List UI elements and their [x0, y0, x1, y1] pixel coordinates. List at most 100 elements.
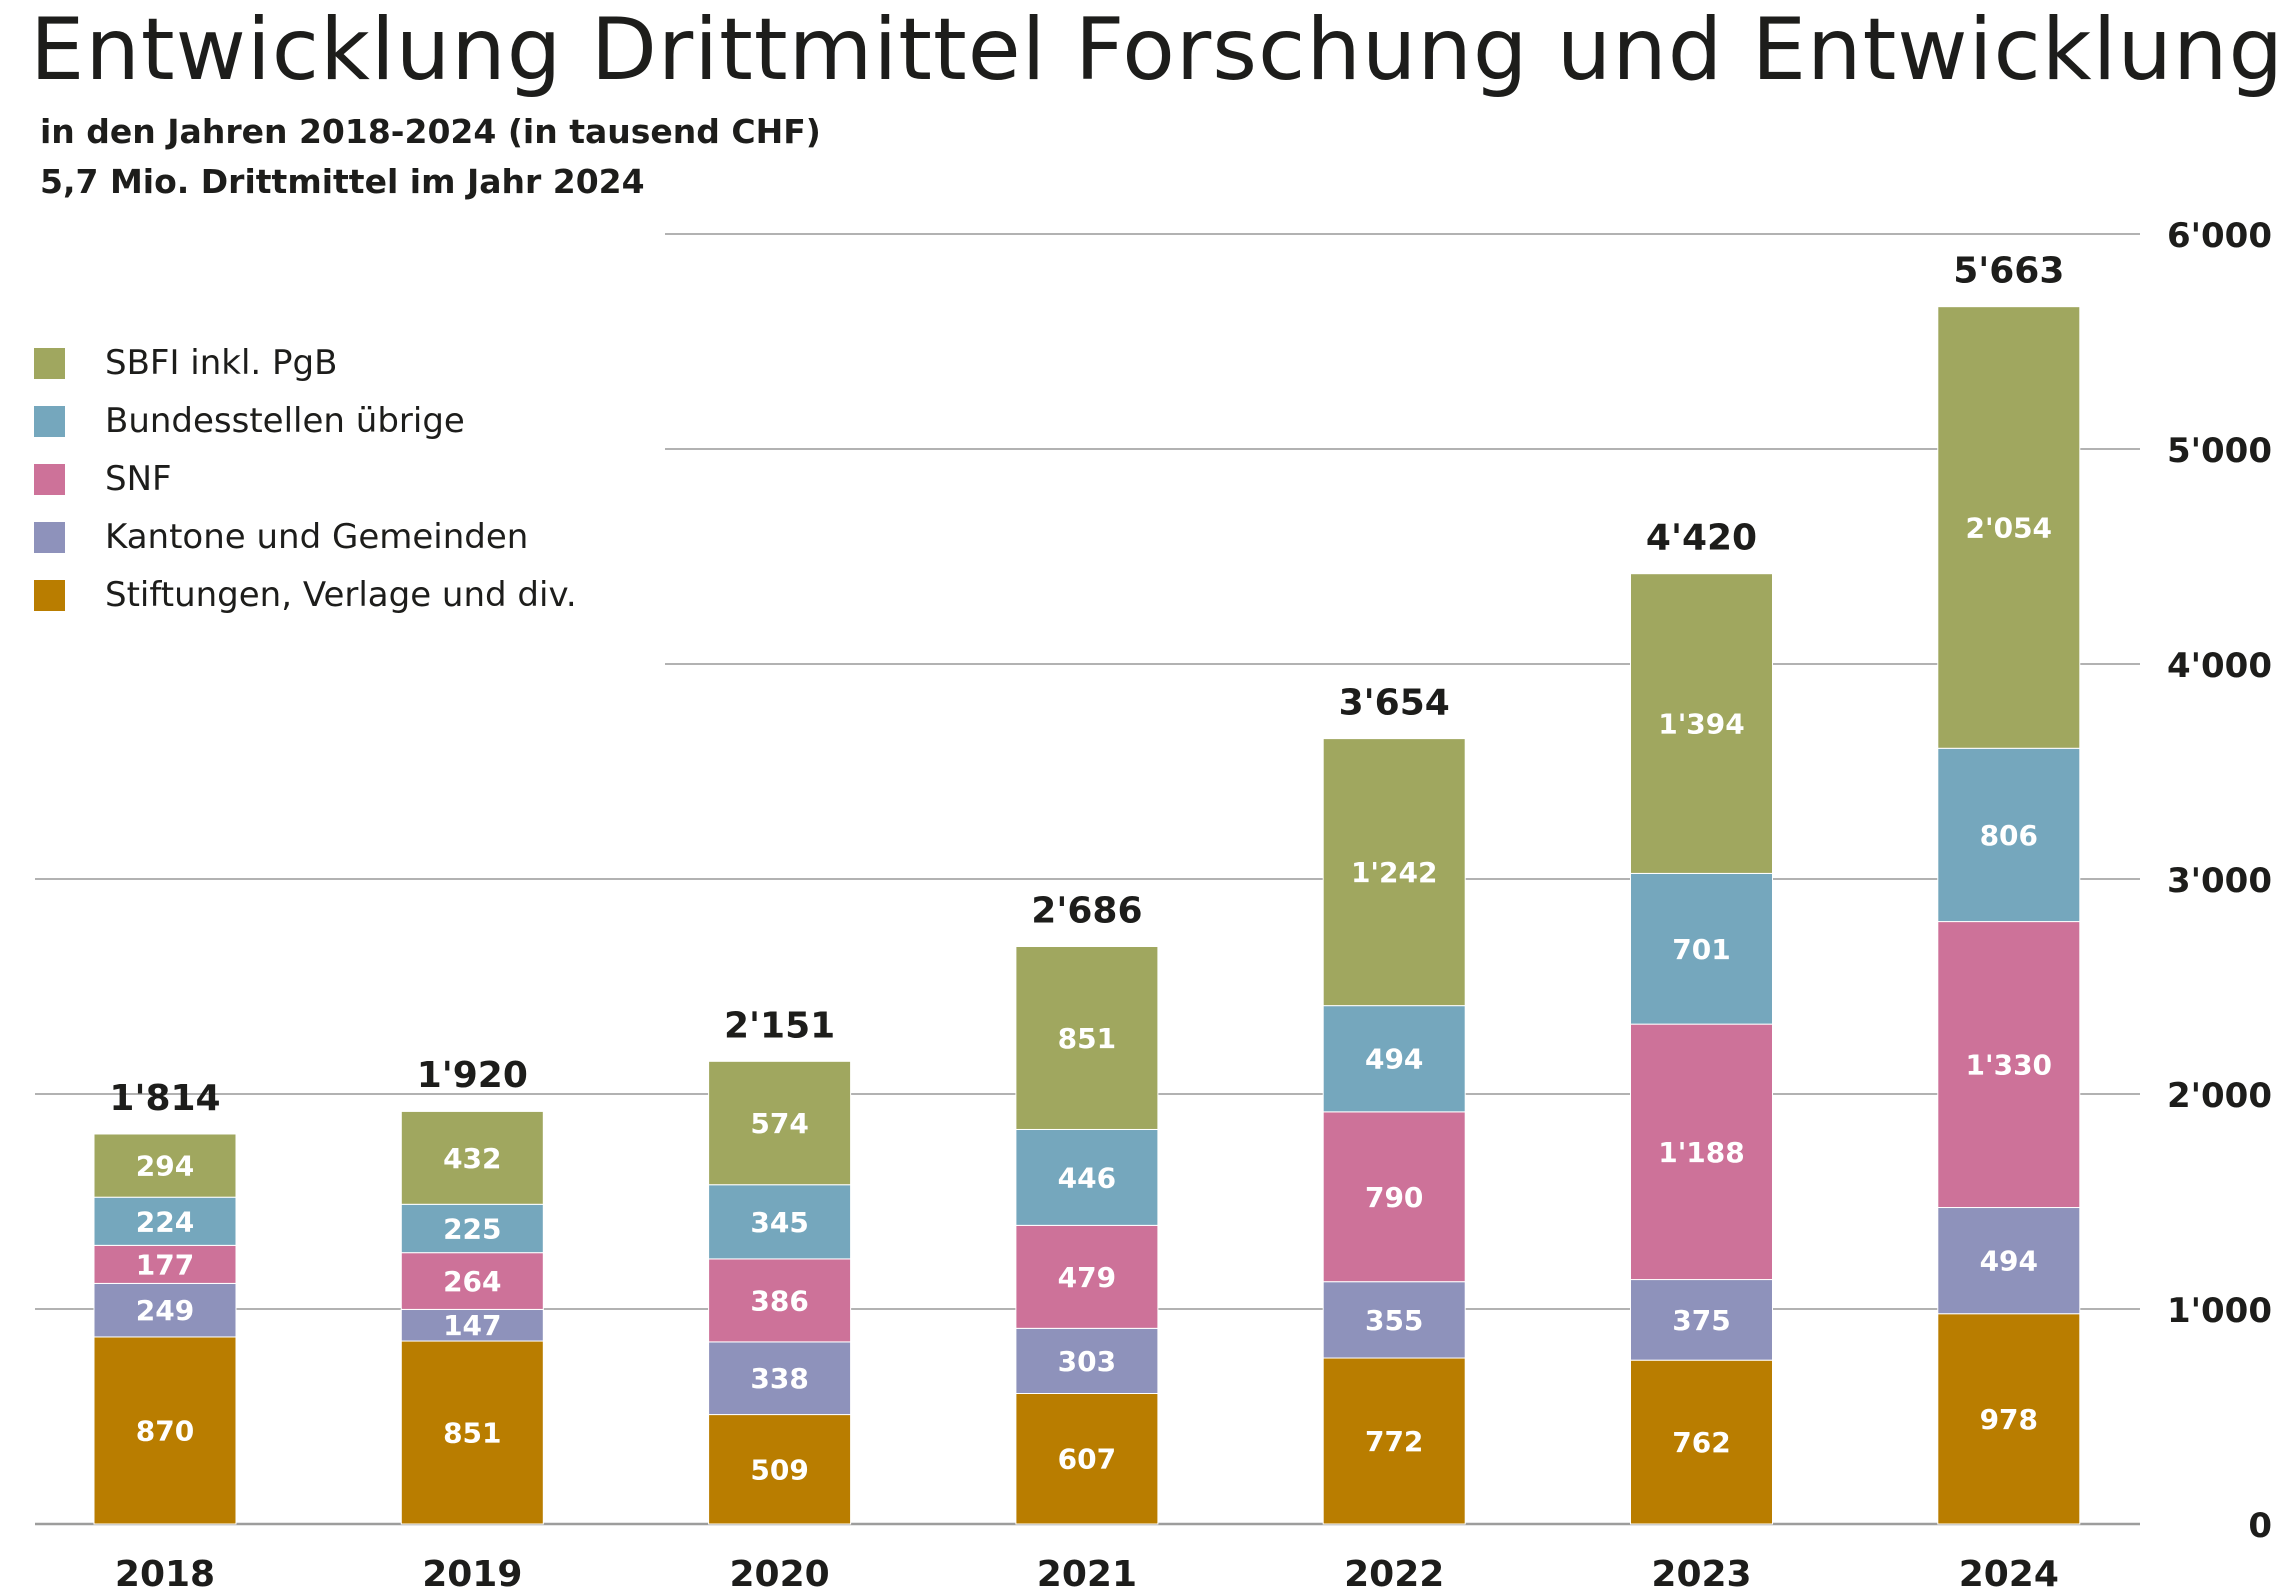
x-tick-label: 2020	[729, 1554, 829, 1594]
x-tick-label: 2023	[1651, 1554, 1751, 1594]
bar-segment	[1937, 306, 2081, 749]
bar-segment	[93, 1336, 237, 1525]
y-tick-label: 3'000	[2167, 861, 2272, 901]
segment-value-label: 2'054	[1966, 511, 2053, 544]
chart-legend: SBFI inkl. PgB Bundesstellen übrige SNF Kan…	[34, 334, 577, 624]
legend-item: SBFI inkl. PgB	[34, 334, 577, 392]
segment-value-label: 147	[443, 1309, 501, 1342]
legend-label: Bundesstellen übrige	[105, 401, 465, 441]
bar-segment	[708, 1341, 852, 1416]
y-tick-label: 1'000	[2167, 1291, 2272, 1331]
segment-value-label: 772	[1365, 1425, 1423, 1458]
bar-total-label: 3'654	[1339, 682, 1450, 723]
x-tick-label: 2024	[1959, 1554, 2059, 1594]
segment-value-label: 303	[1058, 1345, 1116, 1378]
chart-subtitle-line-1: in den Jahren 2018-2024 (in tausend CHF)	[40, 112, 821, 151]
legend-swatch	[34, 463, 65, 495]
legend-label: Kantone und Gemeinden	[105, 517, 529, 557]
bar-segment	[1015, 1392, 1159, 1525]
bar-segment	[1322, 1357, 1466, 1525]
x-tick-label: 2018	[115, 1554, 215, 1594]
segment-value-label: 386	[750, 1284, 808, 1317]
bar-segment	[400, 1340, 544, 1525]
segment-value-label: 978	[1980, 1403, 2038, 1436]
bar-segment	[93, 1133, 237, 1198]
segment-value-label: 607	[1058, 1443, 1116, 1476]
segment-value-label: 249	[136, 1294, 194, 1327]
y-tick-label: 6'000	[2167, 216, 2272, 256]
segment-value-label: 851	[1058, 1022, 1116, 1055]
x-tick-label: 2022	[1344, 1554, 1444, 1594]
bar-segment	[1015, 1128, 1159, 1226]
bar-segment	[1630, 573, 1773, 874]
bar-total-label: 2'686	[1031, 891, 1142, 932]
legend-label: SBFI inkl. PgB	[105, 343, 338, 383]
segment-value-label: 574	[750, 1107, 808, 1140]
segment-value-label: 177	[136, 1248, 194, 1281]
bar-segment	[708, 1060, 852, 1186]
chart-title: Entwicklung Drittmittel Forschung und En…	[30, 0, 2277, 100]
legend-swatch	[34, 405, 65, 437]
bar-segment	[1015, 1224, 1159, 1329]
bar-total-label: 4'420	[1646, 518, 1757, 559]
segment-value-label: 355	[1365, 1304, 1423, 1337]
segment-value-label: 294	[136, 1150, 194, 1183]
legend-swatch	[34, 347, 65, 379]
segment-value-label: 264	[443, 1265, 501, 1298]
bar-segment	[1322, 1005, 1466, 1113]
bar-segment	[708, 1258, 852, 1343]
bar-segment	[93, 1244, 237, 1284]
y-tick-label: 0	[2248, 1506, 2272, 1546]
legend-item: Kantone und Gemeinden	[34, 508, 577, 566]
segment-value-label: 494	[1365, 1043, 1423, 1076]
bar-segment	[1937, 1207, 2081, 1315]
bar-segment	[708, 1414, 852, 1525]
segment-value-label: 509	[750, 1453, 808, 1486]
segment-value-label: 446	[1058, 1161, 1116, 1194]
bar-total-label: 1'920	[417, 1055, 528, 1096]
legend-label: SNF	[105, 459, 172, 499]
legend-swatch	[34, 579, 65, 611]
legend-swatch	[34, 521, 65, 553]
legend-label: Stiftungen, Verlage und div.	[105, 575, 577, 615]
bar-segment	[93, 1196, 237, 1246]
bar-segment	[1015, 946, 1159, 1130]
bar-segment	[400, 1308, 544, 1342]
chart-subtitle-line-2: 5,7 Mio. Drittmittel im Jahr 2024	[40, 162, 645, 201]
legend-item: SNF	[34, 450, 577, 508]
bar-segment	[1322, 738, 1466, 1007]
legend-item: Stiftungen, Verlage und div.	[34, 566, 577, 624]
y-tick-label: 4'000	[2167, 646, 2272, 686]
x-tick-label: 2019	[422, 1554, 522, 1594]
segment-value-label: 851	[443, 1417, 501, 1450]
bar-segment	[1937, 747, 2081, 923]
bar-total-label: 1'814	[109, 1078, 220, 1119]
segment-value-label: 494	[1980, 1245, 2038, 1278]
bar-segment	[400, 1110, 544, 1205]
bar-segment	[400, 1252, 544, 1310]
bar-segment	[400, 1203, 544, 1254]
segment-value-label: 345	[750, 1206, 808, 1239]
segment-value-label: 479	[1058, 1261, 1116, 1294]
segment-value-label: 338	[750, 1362, 808, 1395]
segment-value-label: 806	[1980, 819, 2038, 852]
segment-value-label: 1'188	[1658, 1136, 1745, 1169]
segment-value-label: 762	[1672, 1426, 1730, 1459]
bar-segment	[1630, 872, 1773, 1025]
segment-value-label: 1'394	[1658, 708, 1745, 741]
segment-value-label: 224	[136, 1205, 194, 1238]
bar-segment	[1015, 1327, 1159, 1394]
segment-value-label: 701	[1672, 933, 1730, 966]
bar-segment	[93, 1282, 237, 1338]
y-tick-label: 2'000	[2167, 1076, 2272, 1116]
legend-item: Bundesstellen übrige	[34, 392, 577, 450]
segment-value-label: 790	[1365, 1181, 1423, 1214]
segment-value-label: 375	[1672, 1304, 1730, 1337]
bar-segment	[1937, 921, 2081, 1209]
segment-value-label: 225	[443, 1212, 501, 1245]
bar-segment	[1322, 1111, 1466, 1283]
bar-segment	[1630, 1023, 1773, 1281]
bar-segment	[708, 1184, 852, 1260]
y-tick-label: 5'000	[2167, 431, 2272, 471]
